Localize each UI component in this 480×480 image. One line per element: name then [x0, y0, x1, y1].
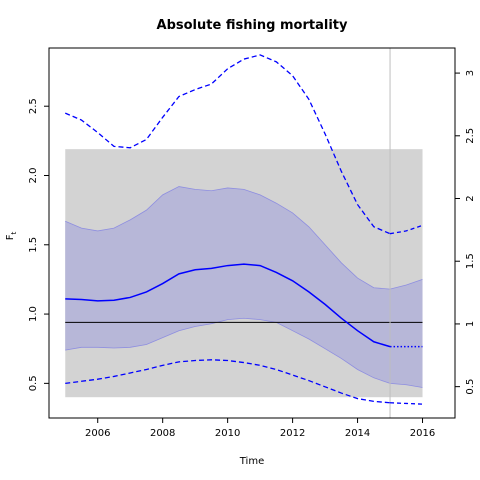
chart-title: Absolute fishing mortality — [157, 18, 348, 33]
y-tick-label-left: 2.0 — [28, 168, 39, 184]
y-axis-label: Ft — [5, 231, 18, 240]
y-tick-label-right: 1 — [465, 321, 476, 327]
outer-upper-line — [64, 54, 391, 235]
outer-lower-forecast-line — [390, 402, 423, 405]
x-tick-label: 2006 — [85, 428, 110, 439]
y-tick-label-left: 1.0 — [28, 306, 39, 322]
y-tick-label-right: 0.5 — [465, 379, 476, 395]
x-tick-label: 2016 — [410, 428, 435, 439]
y-tick-label-right: 1.5 — [465, 253, 476, 269]
y-tick-label-right: 2 — [465, 195, 476, 201]
y-tick-label-right: 3 — [465, 70, 476, 76]
y-tick-label-right: 2.5 — [465, 128, 476, 144]
y-tick-label-left: 0.5 — [28, 375, 39, 391]
x-axis-label: Time — [239, 456, 264, 467]
y-axis-right: 0.5 1 1.5 2 2.5 3 — [455, 70, 476, 395]
series-lines-layer — [64, 48, 423, 418]
y-tick-label-left: 1.5 — [28, 237, 39, 253]
plot-frame — [48, 47, 456, 419]
x-tick-label: 2014 — [345, 428, 370, 439]
outer-upper-forecast-line — [389, 224, 423, 235]
x-axis: 2006 2008 2010 2012 2014 2016 — [85, 418, 435, 439]
confidence-interval-layer — [65, 186, 423, 388]
estimate-line — [65, 263, 391, 348]
confidence-band — [65, 186, 423, 388]
ci-lower-edge — [65, 317, 423, 388]
outer-lower-line — [65, 359, 391, 404]
ci-upper-edge — [65, 186, 423, 290]
y-axis-left: 0.5 1.0 1.5 2.0 2.5 — [28, 98, 49, 391]
x-tick-label: 2008 — [150, 428, 175, 439]
y-axis-label-main: F — [5, 234, 16, 240]
y-tick-label-left: 2.5 — [28, 98, 39, 114]
x-tick-label: 2012 — [280, 428, 305, 439]
x-tick-label: 2010 — [215, 428, 240, 439]
y-axis-label-subscript: t — [10, 231, 18, 234]
